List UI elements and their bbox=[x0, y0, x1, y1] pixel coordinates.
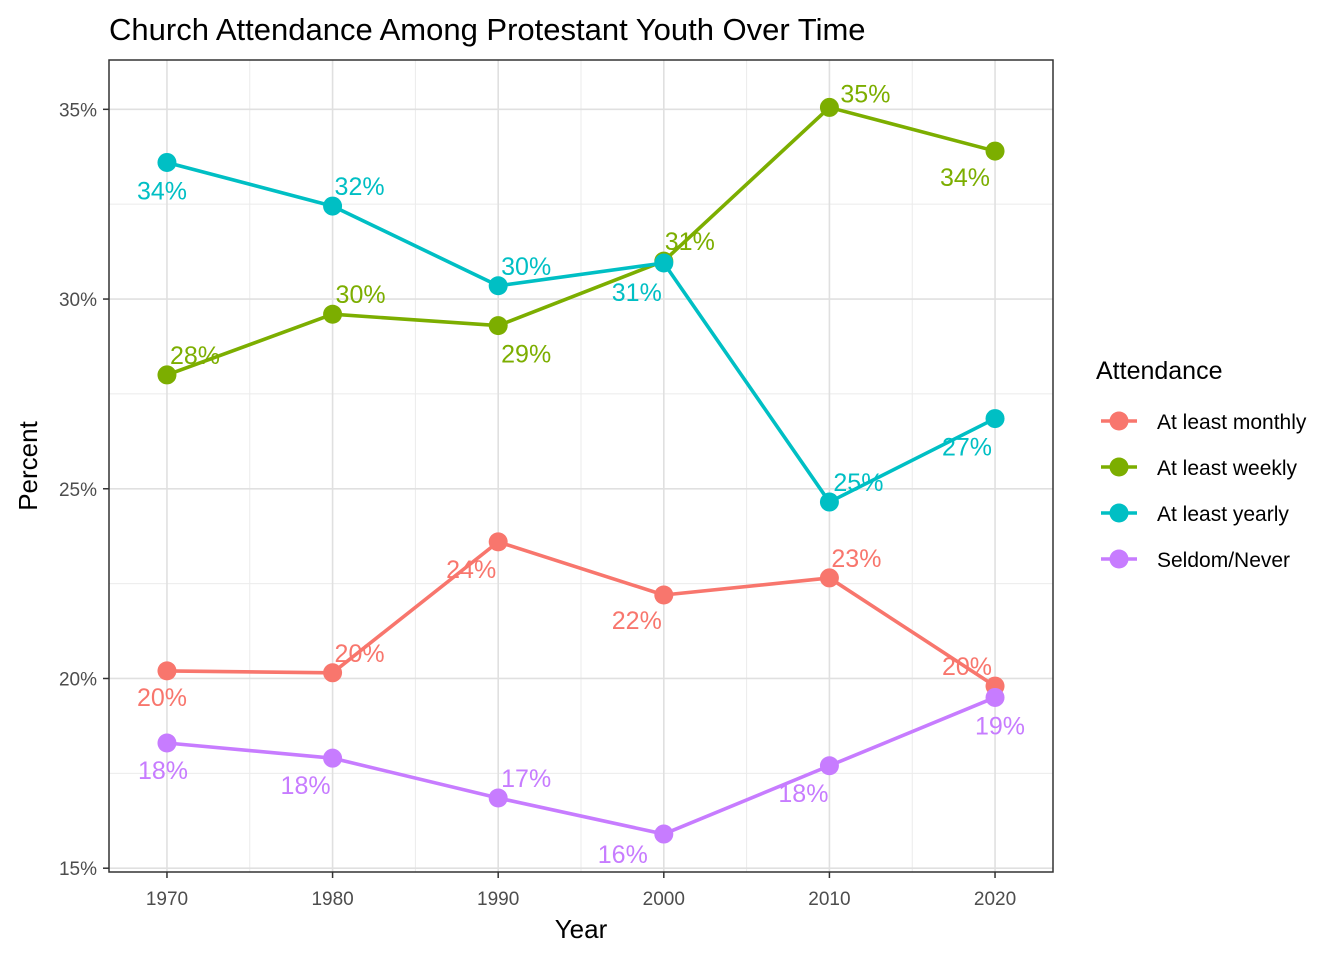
data-point-at-least-yearly bbox=[654, 253, 674, 273]
data-point-seldom-never bbox=[323, 748, 343, 768]
data-label-at-least-monthly: 22% bbox=[612, 607, 662, 635]
data-label-seldom-never: 18% bbox=[281, 772, 331, 800]
series-lines bbox=[166, 105, 997, 836]
plot-border bbox=[108, 59, 1054, 873]
x-tick-label: 1970 bbox=[146, 889, 188, 910]
data-labels: 20% 20% 24% 22% 23% 20% 28% 30% 29% 31% 35% 34% 34% 3… bbox=[137, 80, 1025, 869]
y-axis: 15% 20% 25% 30% 35% bbox=[59, 100, 109, 880]
data-point-seldom-never bbox=[985, 687, 1005, 707]
legend-label-at-least-monthly: At least monthly bbox=[1157, 411, 1307, 434]
legend-key-point-at-least-weekly bbox=[1109, 457, 1129, 477]
grid bbox=[109, 60, 1053, 872]
data-label-seldom-never: 18% bbox=[138, 757, 188, 785]
x-tick-label: 1990 bbox=[477, 889, 519, 910]
data-point-at-least-yearly bbox=[488, 276, 508, 296]
data-point-at-least-weekly bbox=[323, 304, 343, 324]
data-label-at-least-monthly: 24% bbox=[446, 556, 496, 584]
y-tick-label: 30% bbox=[59, 290, 97, 311]
y-tick-label: 25% bbox=[59, 480, 97, 501]
legend-label-seldom-never: Seldom/Never bbox=[1157, 549, 1290, 572]
data-label-seldom-never: 19% bbox=[975, 712, 1025, 740]
data-point-at-least-weekly bbox=[488, 316, 508, 336]
data-label-at-least-yearly: 27% bbox=[942, 434, 992, 462]
legend-label-at-least-yearly: At least yearly bbox=[1157, 503, 1289, 526]
data-label-at-least-weekly: 34% bbox=[940, 164, 990, 192]
legend-key-point-at-least-yearly bbox=[1109, 503, 1129, 523]
data-label-at-least-weekly: 31% bbox=[665, 228, 715, 256]
x-tick-label: 2010 bbox=[808, 889, 850, 910]
x-tick-label: 2020 bbox=[974, 889, 1016, 910]
data-label-seldom-never: 18% bbox=[778, 780, 828, 808]
data-point-seldom-never bbox=[488, 788, 508, 808]
series-line-at-least-weekly bbox=[166, 105, 996, 377]
x-tick-label: 1980 bbox=[311, 889, 353, 910]
series-line-at-least-monthly bbox=[166, 540, 997, 688]
legend-key-point-seldom-never bbox=[1109, 549, 1129, 569]
data-point-seldom-never bbox=[819, 756, 839, 776]
data-label-at-least-yearly: 30% bbox=[501, 253, 551, 281]
data-label-at-least-monthly: 20% bbox=[942, 653, 992, 681]
data-point-at-least-yearly bbox=[985, 409, 1005, 429]
data-point-seldom-never bbox=[654, 824, 674, 844]
data-label-at-least-weekly: 35% bbox=[840, 80, 890, 108]
series-line-at-least-yearly bbox=[166, 160, 996, 504]
plot-area: 20% 20% 24% 22% 23% 20% 28% 30% 29% 31% 35% 34% 34% 3… bbox=[108, 59, 1054, 873]
data-label-at-least-weekly: 29% bbox=[501, 341, 551, 369]
data-label-at-least-monthly: 20% bbox=[137, 684, 187, 712]
data-point-at-least-monthly bbox=[323, 663, 343, 683]
data-point-at-least-yearly bbox=[157, 152, 177, 172]
data-point-at-least-weekly bbox=[157, 365, 177, 385]
legend-key-point-at-least-monthly bbox=[1109, 411, 1129, 431]
y-axis-title: Percent bbox=[13, 420, 43, 510]
data-point-at-least-monthly bbox=[819, 568, 839, 588]
data-point-at-least-yearly bbox=[819, 492, 839, 512]
legend-label-at-least-weekly: At least weekly bbox=[1157, 457, 1298, 480]
data-point-seldom-never bbox=[157, 733, 177, 753]
data-point-at-least-monthly bbox=[157, 661, 177, 681]
data-point-at-least-monthly bbox=[488, 532, 508, 552]
data-label-at-least-monthly: 23% bbox=[831, 545, 881, 573]
x-tick-label: 2000 bbox=[643, 889, 685, 910]
data-point-at-least-yearly bbox=[323, 196, 343, 216]
data-point-at-least-weekly bbox=[819, 97, 839, 117]
data-label-at-least-yearly: 32% bbox=[335, 173, 385, 201]
series-points bbox=[157, 97, 1005, 844]
y-tick-label: 20% bbox=[59, 669, 97, 690]
data-label-at-least-weekly: 28% bbox=[170, 342, 220, 370]
x-axis-title: Year bbox=[555, 914, 608, 944]
data-label-at-least-weekly: 30% bbox=[336, 281, 386, 309]
series-line-seldom-never bbox=[166, 695, 996, 836]
y-tick-label: 35% bbox=[59, 100, 97, 121]
data-point-at-least-monthly bbox=[654, 585, 674, 605]
data-point-at-least-weekly bbox=[985, 141, 1005, 161]
legend-title: Attendance bbox=[1096, 357, 1223, 385]
data-label-at-least-monthly: 20% bbox=[335, 640, 385, 668]
chart-title: Church Attendance Among Protestant Youth… bbox=[109, 12, 866, 47]
data-label-seldom-never: 16% bbox=[598, 841, 648, 869]
data-label-at-least-yearly: 25% bbox=[833, 469, 883, 497]
data-label-seldom-never: 17% bbox=[501, 765, 551, 793]
data-label-at-least-yearly: 31% bbox=[612, 279, 662, 307]
x-axis: 1970 1980 1990 2000 2010 2020 bbox=[146, 872, 1016, 910]
legend: Attendance At least monthly At least week… bbox=[1096, 357, 1307, 572]
y-tick-label: 15% bbox=[59, 859, 97, 880]
data-label-at-least-yearly: 34% bbox=[137, 177, 187, 205]
